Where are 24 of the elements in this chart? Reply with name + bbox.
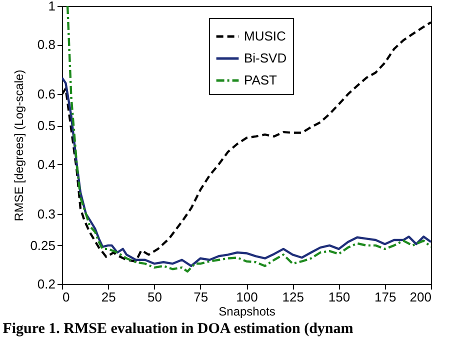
x-tick-label: 100 [236, 290, 258, 304]
x-tick-label: 200 [410, 290, 432, 304]
y-axis-title: RMSE [degrees] (Log-scale) [12, 70, 26, 222]
y-tick-label: 0.6 [37, 86, 56, 102]
x-tick-label: 175 [374, 290, 396, 304]
x-tick-label: 0 [62, 290, 70, 304]
y-tick-label: 0.25 [30, 238, 56, 253]
legend-label: PAST [244, 72, 278, 88]
x-axis-title: Snapshots [218, 304, 276, 318]
x-tick-label: 50 [148, 290, 162, 304]
x-tick-label: 150 [328, 290, 350, 304]
y-tick-label: 0.2 [37, 276, 56, 292]
legend-label: Bi-SVD [244, 50, 287, 66]
x-tick-label: 125 [282, 290, 304, 304]
line-series [62, 76, 431, 268]
caption: Figure 1. RMSE evaluation in DOA estimation (dynam [2, 321, 354, 337]
y-tick-label: 1 [48, 0, 56, 14]
y-tick-label: 0.4 [37, 156, 56, 172]
legend-label: MUSIC [244, 28, 286, 44]
y-tick-label: 0.8 [37, 37, 56, 52]
x-tick-label: 25 [101, 290, 116, 304]
x-tick-label: 75 [194, 290, 208, 304]
y-tick-label: 0.3 [37, 206, 56, 222]
y-tick-label: 0.5 [37, 118, 56, 134]
